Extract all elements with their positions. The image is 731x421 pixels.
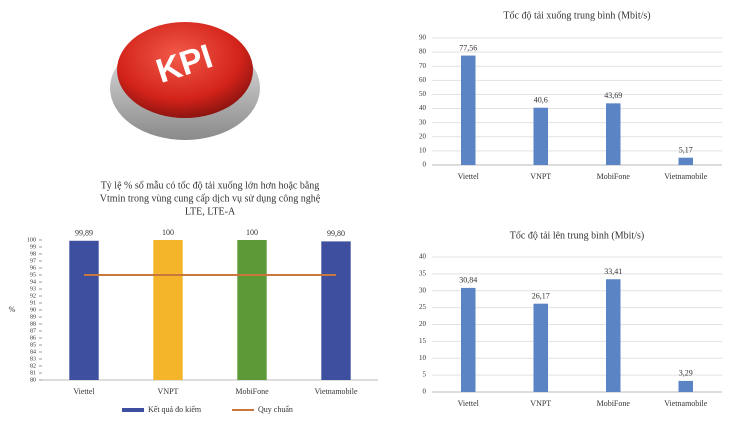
chart-title: Tốc độ tải xuống trung bình (Mbit/s) [503, 10, 650, 21]
bar [153, 240, 182, 380]
y-tick-label: 0 [423, 388, 427, 396]
x-tick-label: VNPT [158, 387, 179, 396]
value-label: 43,69 [604, 91, 622, 100]
y-tick-label: 93 [30, 286, 36, 292]
x-tick-label: VNPT [530, 399, 551, 408]
bar [69, 241, 98, 380]
bar [534, 108, 549, 165]
x-tick-label: Vietnamobile [314, 387, 358, 396]
bar [461, 288, 476, 392]
y-tick-label: 87 [30, 328, 36, 334]
kpi-button: KPI [110, 22, 260, 140]
x-tick-label: Viettel [458, 399, 480, 408]
y-tick-label: 86 [30, 335, 36, 341]
y-tick-label: 20 [419, 320, 427, 328]
value-label: 26,17 [532, 292, 550, 301]
bar [679, 158, 694, 165]
y-tick-label: 85 [30, 342, 36, 348]
x-tick-label: Vietnamobile [664, 172, 708, 181]
x-tick-label: MobiFone [597, 399, 631, 408]
chart-title: Tốc độ tải lên trung bình (Mbit/s) [510, 230, 644, 241]
x-tick-label: MobiFone [235, 387, 269, 396]
y-tick-label: 35 [419, 269, 427, 277]
y-tick-label: 96 [30, 265, 36, 271]
y-tick-label: 88 [30, 321, 36, 327]
y-tick-label: 92 [30, 293, 36, 299]
y-tick-label: 99 [30, 244, 36, 250]
y-tick-label: 10 [419, 354, 427, 362]
y-tick-label: 97 [30, 258, 36, 264]
y-tick-label: 89 [30, 314, 36, 320]
value-label: 77,56 [459, 43, 477, 52]
y-tick-label: 84 [30, 349, 36, 355]
y-tick-label: 80 [30, 377, 36, 383]
y-tick-label: 30 [419, 118, 427, 126]
chart-title: Tỷ lệ % số mẫu có tốc độ tải xuống lớn h… [101, 180, 320, 191]
value-label: 40,6 [534, 96, 548, 105]
bar [606, 103, 621, 165]
bar [237, 240, 266, 380]
bar [534, 304, 549, 392]
y-tick-label: 90 [419, 34, 427, 42]
bar [461, 56, 476, 165]
x-tick-label: Viettel [73, 387, 95, 396]
y-tick-label: 50 [419, 90, 427, 98]
y-tick-label: 94 [30, 279, 36, 285]
bar [606, 279, 621, 392]
legend-label: Quy chuẩn [258, 405, 293, 414]
value-label: 33,41 [604, 267, 622, 276]
y-tick-label: 0 [423, 161, 427, 169]
value-label: 99,89 [75, 229, 93, 238]
y-tick-label: 95 [30, 272, 36, 278]
y-tick-label: 40 [419, 253, 427, 261]
x-tick-label: Vietnamobile [664, 399, 708, 408]
legend-swatch [122, 408, 144, 412]
bar [679, 381, 694, 392]
chart-title: Vtmin trong vùng cung cấp dịch vụ sử dụn… [100, 193, 321, 204]
value-label: 5,17 [679, 146, 693, 155]
y-tick-label: 81 [30, 370, 36, 376]
y-tick-label: 90 [30, 307, 36, 313]
value-label: 3,29 [679, 369, 693, 378]
value-label: 100 [162, 228, 174, 237]
y-tick-label: 15 [419, 337, 427, 345]
chart-title: LTE, LTE-A [185, 206, 236, 217]
y-tick-label: 60 [419, 76, 427, 84]
y-tick-label: 98 [30, 251, 36, 257]
y-tick-label: 20 [419, 132, 427, 140]
y-tick-label: 10 [419, 146, 427, 154]
y-tick-label: 91 [30, 300, 36, 306]
y-tick-label: 100 [27, 237, 36, 243]
y-tick-label: 30 [419, 286, 427, 294]
value-label: 99,80 [327, 229, 345, 238]
y-axis-label: % [9, 305, 16, 314]
x-tick-label: Viettel [458, 172, 480, 181]
bar [321, 241, 350, 380]
x-tick-label: MobiFone [597, 172, 631, 181]
value-label: 30,84 [459, 276, 477, 285]
value-label: 100 [246, 228, 258, 237]
page: KPI Tốc độ tải xuống trung bình (Mbit/s)… [0, 0, 731, 421]
y-tick-label: 40 [419, 104, 427, 112]
y-tick-label: 80 [419, 48, 427, 56]
legend-label: Kết quả đo kiểm [148, 405, 202, 414]
y-tick-label: 25 [419, 303, 427, 311]
y-tick-label: 5 [423, 371, 427, 379]
y-tick-label: 82 [30, 363, 36, 369]
x-tick-label: VNPT [530, 172, 551, 181]
y-tick-label: 83 [30, 356, 36, 362]
y-tick-label: 70 [419, 62, 427, 70]
